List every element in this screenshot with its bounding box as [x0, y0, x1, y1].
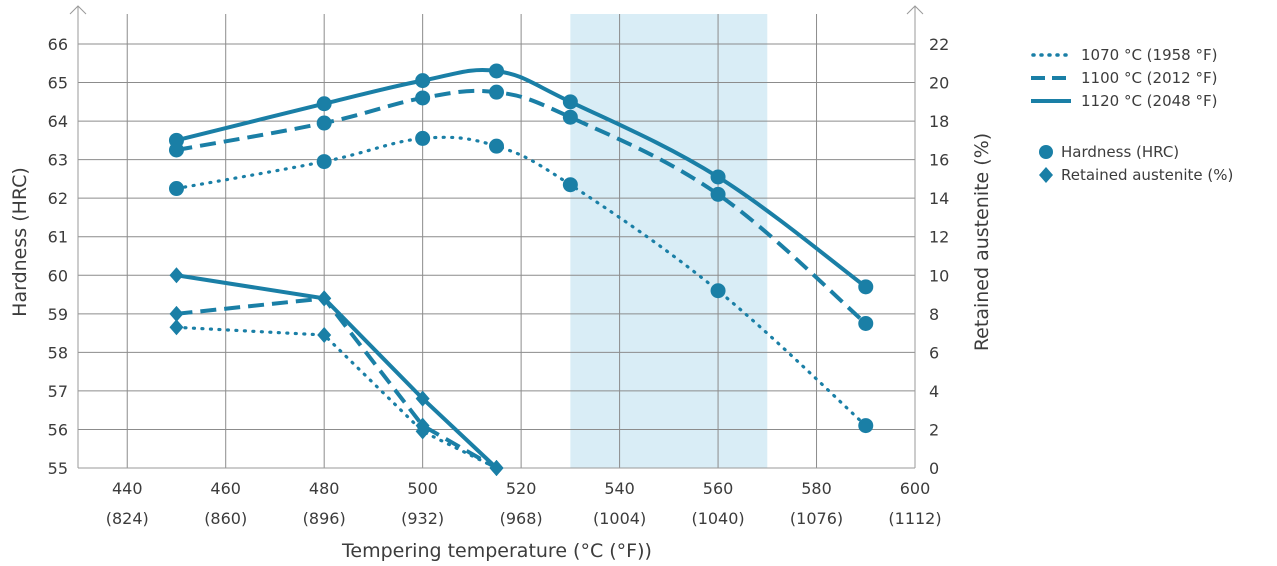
hardness-point	[562, 177, 578, 193]
y2-tick-label: 8	[929, 305, 939, 324]
hardness-point	[710, 283, 726, 299]
y2-tick-label: 22	[929, 35, 949, 54]
hardness-point	[710, 169, 726, 185]
y-tick-label: 59	[48, 305, 68, 324]
y-axis-title: Hardness (HRC)	[9, 167, 31, 317]
legend-label: Retained austenite (%)	[1061, 166, 1233, 184]
legend-circle-marker	[1039, 145, 1053, 159]
legend-diamond-marker	[1039, 167, 1053, 183]
y-tick-label: 61	[48, 228, 68, 247]
hardness-point	[562, 94, 578, 110]
series-layer	[168, 63, 874, 476]
hardness-point	[858, 315, 874, 331]
y2-tick-label: 4	[929, 382, 939, 401]
y-tick-label: 64	[48, 112, 68, 131]
hardness-point	[168, 181, 184, 197]
y-tick-label: 60	[48, 266, 68, 285]
austenite-line	[176, 296, 498, 470]
hardness-point	[316, 154, 332, 170]
y2-axis-title: Retained austenite (%)	[971, 133, 993, 351]
x-tick-label: 440	[112, 479, 143, 498]
x-tick-label: 500	[407, 479, 438, 498]
x-tick-label-f: (896)	[303, 509, 346, 528]
legend: 1070 °C (1958 °F) 1100 °C (2012 °F) 1120 °…	[1031, 46, 1233, 184]
y2-tick-label: 16	[929, 151, 949, 170]
legend-label: 1120 °C (2048 °F)	[1081, 92, 1217, 110]
x-tick-label: 580	[801, 479, 832, 498]
y2-tick-label: 0	[929, 459, 939, 478]
y2-tick-label: 6	[929, 343, 939, 362]
hardness-point	[710, 186, 726, 202]
austenite-point	[317, 327, 332, 344]
austenite-point	[169, 267, 184, 284]
hardness-point	[489, 138, 504, 154]
x-tick-label-f: (1076)	[790, 509, 843, 528]
x-tick-label-f: (1112)	[888, 509, 941, 528]
y-tick-label: 56	[48, 420, 68, 439]
y-tick-label: 62	[48, 189, 68, 208]
hardness-point	[316, 115, 332, 131]
x-axis-title: Tempering temperature (°C (°F))	[341, 540, 652, 562]
austenite-point	[415, 417, 430, 434]
y-axis-arrow	[69, 5, 87, 15]
austenite-point	[489, 460, 504, 476]
x-tick-label-f: (932)	[401, 509, 444, 528]
legend-label: 1100 °C (2012 °F)	[1081, 69, 1217, 87]
hardness-point	[415, 73, 431, 89]
hardness-point	[415, 130, 431, 146]
grid-layer	[78, 14, 915, 468]
y-tick-label: 66	[48, 35, 68, 54]
hardness-point	[858, 418, 874, 434]
x-tick-label: 600	[900, 479, 931, 498]
y2-tick-label: 18	[929, 112, 949, 131]
x-tick-label-f: (860)	[204, 509, 247, 528]
axis-layer: 55 56 57 58 59 60 61 62 63 64 65 66 0 2 4 6 8 10 12 14 16 18 2…	[48, 5, 949, 528]
austenite-point	[317, 290, 332, 307]
y-tick-label: 63	[48, 151, 68, 170]
legend-label: 1070 °C (1958 °F)	[1081, 46, 1217, 64]
x-tick-label: 540	[604, 479, 635, 498]
austenite-point	[169, 305, 184, 322]
legend-label: Hardness (HRC)	[1061, 143, 1179, 161]
series-solid	[168, 63, 874, 476]
hardness-point	[316, 96, 332, 112]
highlight-band	[570, 14, 768, 468]
y-tick-label: 57	[48, 382, 68, 401]
austenite-line	[174, 325, 499, 470]
hardness-point	[562, 109, 578, 125]
hardness-point	[489, 63, 504, 79]
x-tick-label: 520	[506, 479, 537, 498]
austenite-point	[415, 390, 430, 407]
hardness-line	[174, 135, 868, 428]
austenite-line	[176, 273, 498, 470]
y2-tick-label: 2	[929, 420, 939, 439]
y-tick-label: 55	[48, 459, 68, 478]
hardness-point	[858, 279, 874, 295]
y2-tick-label: 14	[929, 189, 949, 208]
y2-tick-label: 12	[929, 228, 949, 247]
hardness-point	[168, 132, 184, 148]
x-tick-label-f: (968)	[500, 509, 543, 528]
x-tick-label: 560	[703, 479, 734, 498]
y2-tick-label: 20	[929, 74, 949, 93]
x-tick-label-f: (1004)	[593, 509, 646, 528]
x-tick-label-f: (824)	[106, 509, 149, 528]
highlight-band-layer	[570, 14, 768, 468]
y2-tick-label: 10	[929, 266, 949, 285]
x-tick-label-f: (1040)	[691, 509, 744, 528]
x-tick-label: 460	[210, 479, 241, 498]
austenite-point	[169, 319, 184, 336]
y-tick-label: 58	[48, 343, 68, 362]
hardness-point	[415, 90, 431, 106]
x-tick-label: 480	[309, 479, 340, 498]
y2-axis-arrow	[906, 5, 924, 15]
y-tick-label: 65	[48, 74, 68, 93]
hardness-point	[489, 84, 504, 100]
